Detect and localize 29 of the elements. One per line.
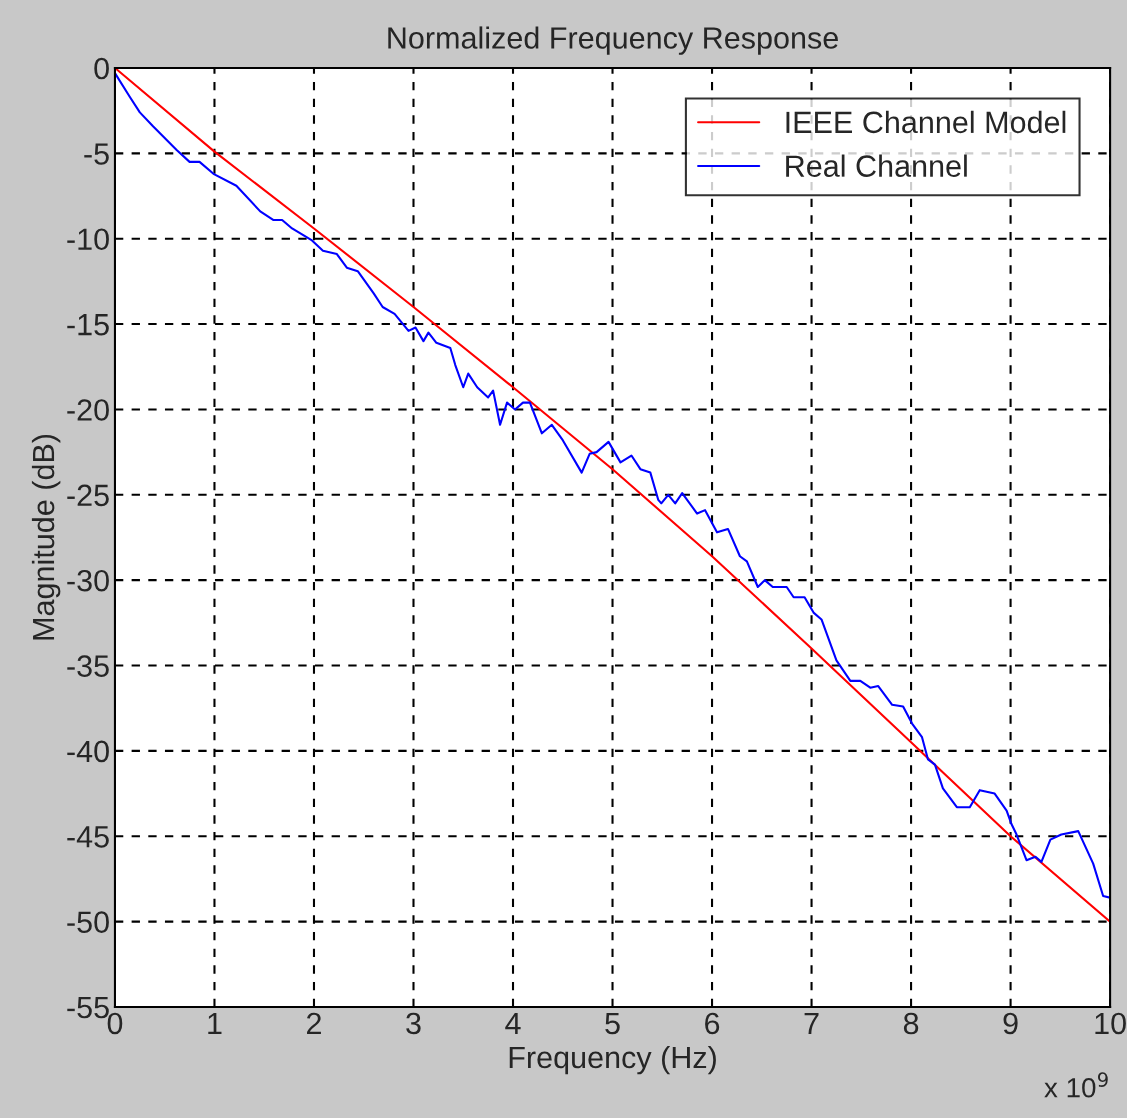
x-tick-label: 3 — [406, 1012, 421, 1035]
y-tick-label: -30 — [67, 569, 109, 592]
y-axis-title: Magnitude (dB) — [31, 434, 61, 640]
y-tick-label: 0 — [94, 57, 109, 80]
y-tick-label: -40 — [67, 740, 109, 763]
y-tick-label: -15 — [67, 314, 109, 336]
y-tick-label: -25 — [67, 484, 109, 507]
x-tick-label: 10 — [1095, 1012, 1126, 1035]
x-tick-label: 5 — [605, 1012, 620, 1035]
x-tick-label: 4 — [505, 1012, 521, 1034]
y-tick-label: -50 — [67, 911, 109, 933]
x-tick-label: 1 — [208, 1012, 222, 1034]
chart-title: Normalized Frequency Response — [388, 26, 838, 55]
y-tick-label: -55 — [67, 997, 109, 1019]
x-tick-label: 9 — [1003, 1012, 1018, 1035]
x-tick-label: 7 — [804, 1012, 819, 1034]
x-tick-label: 0 — [107, 1012, 123, 1035]
y-tick-label: -45 — [67, 826, 109, 848]
y-tick-label: -10 — [67, 228, 109, 251]
legend-label: Real Channel — [786, 154, 967, 177]
x-tick-label: 8 — [903, 1012, 919, 1035]
x-axis-title: Frequency (Hz) — [509, 1045, 716, 1075]
x-tick-label: 2 — [307, 1012, 321, 1034]
y-tick-label: -35 — [67, 655, 109, 677]
text: x 10$^{9}$ — [1044, 1072, 1108, 1098]
x-tick-label: 6 — [705, 1012, 720, 1035]
y-tick-label: -20 — [67, 399, 109, 421]
legend-label: IEEE Channel Model — [786, 110, 1066, 134]
y-tick-label: -5 — [84, 143, 109, 165]
